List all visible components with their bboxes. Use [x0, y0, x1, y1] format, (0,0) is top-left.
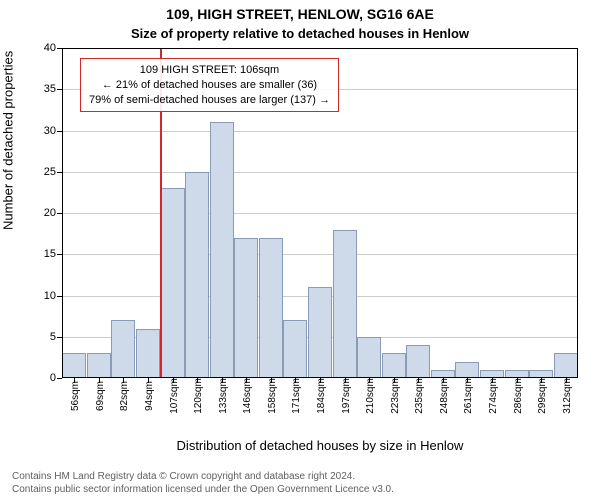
y-tick-label: 5 [26, 331, 56, 343]
plot-area: 051015202530354056sqm69sqm82sqm94sqm107s… [62, 48, 578, 378]
chart-container: 109, HIGH STREET, HENLOW, SG16 6AE Size … [0, 0, 600, 500]
footer-line-1: Contains HM Land Registry data © Crown c… [12, 470, 394, 483]
x-tick-label: 56sqm [70, 381, 81, 411]
x-axis-label: Distribution of detached houses by size … [62, 438, 578, 453]
x-tick-label: 210sqm [365, 378, 376, 414]
x-tick-label: 184sqm [316, 378, 327, 414]
y-tick-label: 25 [26, 166, 56, 178]
x-tick-label: 158sqm [267, 378, 278, 414]
footer-line-2: Contains public sector information licen… [12, 483, 394, 496]
x-tick-label: 248sqm [439, 378, 450, 414]
x-tick-label: 286sqm [513, 378, 524, 414]
x-tick-label: 94sqm [144, 381, 155, 411]
y-tick-label: 20 [26, 207, 56, 219]
y-tick-label: 40 [26, 42, 56, 54]
attribution-footer: Contains HM Land Registry data © Crown c… [12, 470, 394, 496]
chart-title-main: 109, HIGH STREET, HENLOW, SG16 6AE [0, 6, 600, 22]
y-tick-label: 15 [26, 248, 56, 260]
x-tick-label: 133sqm [218, 378, 229, 414]
x-tick-label: 235sqm [414, 378, 425, 414]
x-tick-label: 274sqm [488, 378, 499, 414]
x-tick-label: 69sqm [95, 381, 106, 411]
y-tick-label: 0 [26, 372, 56, 384]
y-tick-mark [57, 378, 62, 379]
plot-border [62, 48, 578, 378]
x-tick-label: 146sqm [242, 378, 253, 414]
x-tick-label: 82sqm [119, 381, 130, 411]
x-tick-label: 107sqm [169, 378, 180, 414]
y-tick-label: 30 [26, 125, 56, 137]
x-tick-label: 171sqm [291, 378, 302, 414]
chart-title-sub: Size of property relative to detached ho… [0, 26, 600, 41]
x-tick-label: 299sqm [537, 378, 548, 414]
x-tick-label: 197sqm [341, 378, 352, 414]
x-tick-label: 223sqm [390, 378, 401, 414]
y-tick-label: 35 [26, 83, 56, 95]
y-tick-label: 10 [26, 290, 56, 302]
x-tick-label: 312sqm [562, 378, 573, 414]
y-axis-label: Number of detached properties [1, 51, 16, 230]
x-tick-label: 120sqm [193, 378, 204, 414]
x-tick-label: 261sqm [463, 378, 474, 414]
